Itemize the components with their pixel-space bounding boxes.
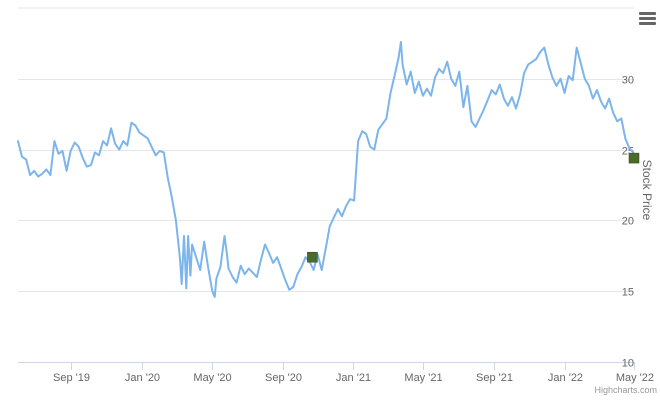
hamburger-menu-icon[interactable] — [639, 12, 656, 25]
x-tick-label: Jan '21 — [336, 372, 371, 384]
event-marker[interactable] — [307, 251, 318, 263]
x-axis: Sep '19 Jan '20 May '20 Sep '20 Jan '21 May '… — [18, 362, 654, 384]
y-tick-label: 15 — [622, 287, 634, 299]
markers — [307, 152, 640, 263]
x-tick-label: May '20 — [193, 372, 231, 384]
credits-link[interactable]: Highcharts.com — [594, 385, 657, 395]
x-tick-label: Sep '20 — [265, 372, 302, 384]
y-tick-label: 10 — [622, 358, 634, 370]
x-tick-label: May '21 — [404, 372, 442, 384]
event-marker[interactable] — [628, 152, 640, 164]
x-tick-label: May '22 — [616, 372, 654, 384]
y-axis-title: Stock Price — [640, 160, 654, 221]
x-tick-label: Sep '21 — [476, 372, 513, 384]
x-tick-label: Jan '20 — [125, 372, 160, 384]
y-tick-label: 20 — [622, 216, 634, 228]
x-tick-label: Jan '22 — [548, 372, 583, 384]
y-tick-label: 30 — [622, 75, 634, 87]
x-tick-label: Sep '19 — [53, 372, 90, 384]
